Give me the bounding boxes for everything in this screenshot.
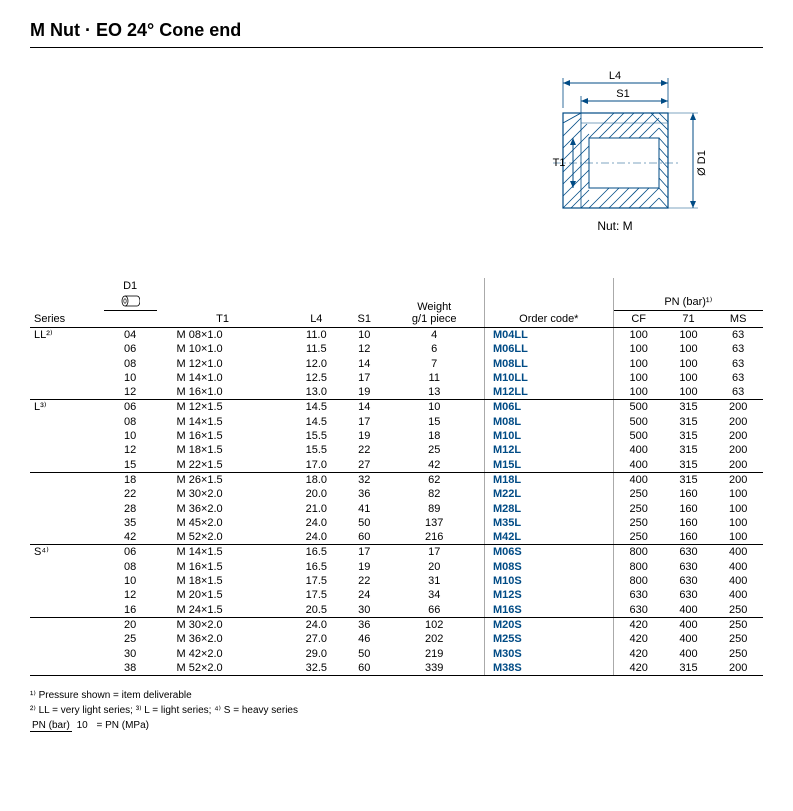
table-row: 30M 42×2.029.050219M30S420400250 xyxy=(30,647,763,661)
table-row: S⁴⁾06M 14×1.516.51717M06S800630400 xyxy=(30,545,763,560)
table-row: 12M 20×1.517.52434M12S630630400 xyxy=(30,588,763,602)
nut-diagram: L4 S1 xyxy=(30,68,763,248)
table-row: 16M 24×1.520.53066M16S630400250 xyxy=(30,603,763,618)
footnotes: ¹⁾ Pressure shown = item deliverable ²⁾ … xyxy=(30,688,763,733)
th-d1: D1 xyxy=(104,278,157,311)
tube-icon xyxy=(120,294,140,308)
spec-table: Series D1 T1 L4 S1 Weight g/1 piece Orde… xyxy=(30,278,763,676)
label-d1: Ø D1 xyxy=(696,150,708,176)
diagram-caption: Nut: M xyxy=(597,219,632,233)
footnote-1: ¹⁾ Pressure shown = item deliverable xyxy=(30,688,763,703)
table-row: 38M 52×2.032.560339M38S420315200 xyxy=(30,661,763,676)
th-order: Order code* xyxy=(485,278,614,328)
table-row: 08M 14×1.514.51715M08L500315200 xyxy=(30,415,763,429)
table-row: 25M 36×2.027.046202M25S420400250 xyxy=(30,632,763,646)
th-ms: MS xyxy=(713,311,763,328)
label-l4: L4 xyxy=(609,70,621,82)
table-row: 22M 30×2.020.03682M22L250160100 xyxy=(30,487,763,501)
th-71: 71 xyxy=(664,311,714,328)
th-cf: CF xyxy=(613,311,664,328)
table-row: 12M 16×1.013.01913M12LL10010063 xyxy=(30,385,763,400)
label-s1: S1 xyxy=(616,88,629,100)
th-s1: S1 xyxy=(344,278,384,328)
table-row: 20M 30×2.024.036102M20S420400250 xyxy=(30,617,763,632)
table-row: 10M 18×1.517.52231M10S800630400 xyxy=(30,574,763,588)
table-row: 42M 52×2.024.060216M42L250160100 xyxy=(30,530,763,545)
table-row: 10M 14×1.012.51711M10LL10010063 xyxy=(30,371,763,385)
th-series: Series xyxy=(30,278,104,328)
th-weight: Weight g/1 piece xyxy=(384,278,484,328)
th-pn: PN (bar)¹⁾ xyxy=(613,278,763,311)
table-row: 12M 18×1.515.52225M12L400315200 xyxy=(30,443,763,457)
table-row: 06M 10×1.011.5126M06LL10010063 xyxy=(30,342,763,356)
table-row: 10M 16×1.515.51918M10L500315200 xyxy=(30,429,763,443)
footnote-2: ²⁾ LL = very light series; ³⁾ L = light … xyxy=(30,703,763,718)
table-row: 18M 26×1.518.03262M18L400315200 xyxy=(30,472,763,487)
table-row: 15M 22×1.517.02742M15L400315200 xyxy=(30,458,763,473)
th-l4: L4 xyxy=(289,278,344,328)
footnote-formula: PN (bar) 10 = PN (MPa) xyxy=(30,718,763,733)
page-title: M Nut · EO 24° Cone end xyxy=(30,20,763,48)
table-row: 35M 45×2.024.050137M35L250160100 xyxy=(30,516,763,530)
th-t1: T1 xyxy=(157,278,289,328)
label-t1: T1 xyxy=(553,157,566,169)
table-row: LL²⁾04M 08×1.011.0104M04LL10010063 xyxy=(30,328,763,343)
table-row: 08M 16×1.516.51920M08S800630400 xyxy=(30,560,763,574)
table-row: 08M 12×1.012.0147M08LL10010063 xyxy=(30,357,763,371)
table-row: L³⁾06M 12×1.514.51410M06L500315200 xyxy=(30,400,763,415)
table-row: 28M 36×2.021.04189M28L250160100 xyxy=(30,502,763,516)
